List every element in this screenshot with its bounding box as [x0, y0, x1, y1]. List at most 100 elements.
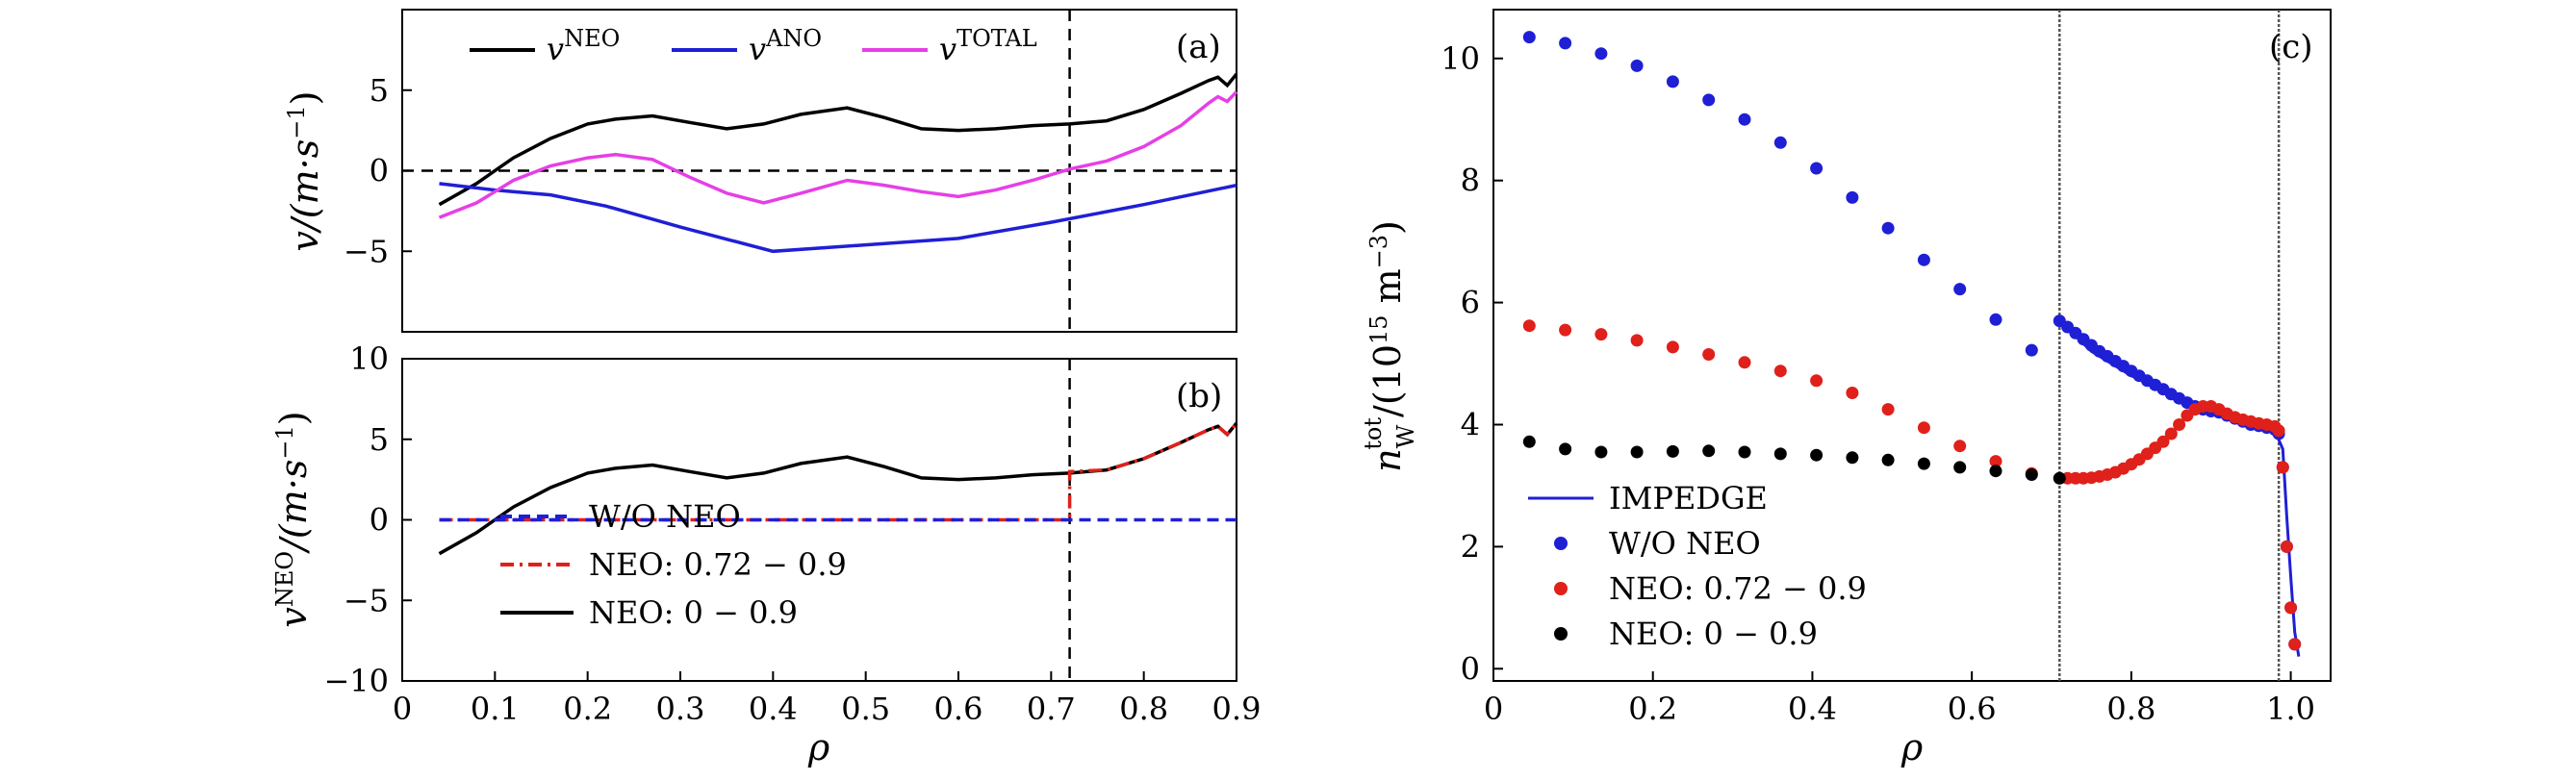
panel-a-ytick-label: 5 [370, 72, 389, 109]
panel-a-ytick-label: −5 [344, 233, 389, 269]
panel-a-ytick-label: 0 [370, 153, 389, 189]
legend-item-c-wo-neo: W/O NEO [1609, 525, 1761, 562]
panel-c-xtick-label: 0.2 [1628, 691, 1677, 727]
point-wo-neo [1702, 93, 1716, 107]
panel-c-frame [1492, 9, 2332, 682]
panel-b-xtick-label: 0.8 [1119, 691, 1168, 727]
panel-c-series [1522, 31, 2302, 657]
legend-item-v-total: vTOTAL [939, 25, 1037, 67]
panel-c-ytick-label: 0 [1461, 650, 1480, 687]
panel-b-xtick-label: 0.3 [656, 691, 705, 727]
point-neo-072-09 [1773, 365, 1787, 378]
panel-b-xtick-label: 0.6 [934, 691, 983, 727]
point-neo-0-09 [1594, 445, 1608, 459]
point-neo-072-09 [1953, 440, 1967, 453]
series-v-ano [439, 182, 1237, 254]
panel-b-x-ticks: 0 0.1 0.2 0.3 0.4 0.5 0.6 0.7 0.8 0.9 [393, 671, 1262, 727]
panel-a-label: (a) [1176, 28, 1221, 66]
legend-item-c-neo-0-09: NEO: 0 − 0.9 [1609, 616, 1818, 652]
point-wo-neo [1917, 253, 1930, 266]
panel-b-ytick-label: 5 [370, 421, 389, 458]
point-wo-neo [1846, 190, 1859, 204]
point-wo-neo [1989, 313, 2002, 326]
point-neo-0-09 [1738, 445, 1751, 459]
panel-b-xtick-label: 0.7 [1027, 691, 1076, 727]
legend-item-v-neo: vNEO [547, 25, 620, 67]
point-wo-neo [1666, 75, 1679, 88]
panel-a-legend: vNEO vANO vTOTAL [470, 25, 1037, 67]
point-wo-neo [1738, 113, 1751, 126]
panel-c-xtick-label: 0.4 [1788, 691, 1837, 727]
panel-c-boundary-lines [2058, 10, 2281, 681]
legend-item-impedge: IMPEDGE [1609, 480, 1768, 516]
panel-b-label: (b) [1176, 377, 1222, 415]
point-neo-072-09 [2280, 540, 2293, 553]
panel-b-legend: W/O NEO NEO: 0.72 − 0.9 NEO: 0 − 0.9 [500, 498, 847, 631]
point-neo-072-09 [1846, 387, 1859, 399]
point-neo-0-09 [1630, 445, 1644, 459]
point-wo-neo [2025, 343, 2038, 357]
point-neo-0-09 [1810, 448, 1824, 462]
point-wo-neo [1522, 31, 1536, 44]
point-neo-072-09 [1702, 348, 1716, 361]
point-neo-072-09 [2272, 424, 2285, 438]
point-neo-0-09 [1989, 465, 2002, 478]
point-neo-072-09 [2156, 435, 2170, 448]
point-wo-neo [1953, 283, 1967, 296]
panel-c-ytick-label: 6 [1461, 285, 1480, 321]
point-neo-0-09 [1773, 447, 1787, 461]
point-neo-072-09 [1738, 356, 1751, 369]
panel-c-y-ticks: 0 2 4 6 8 10 [1441, 40, 1503, 687]
panel-b-xtick-label: 0.5 [841, 691, 890, 727]
panel-b-xtick-label: 0.4 [749, 691, 798, 727]
point-neo-072-09 [1989, 455, 2002, 468]
panel-c-ytick-label: 10 [1441, 40, 1480, 77]
point-wo-neo [1594, 47, 1608, 61]
point-neo-0-09 [1881, 453, 1895, 466]
panel-b-y-ticks: −10 −5 0 5 10 [323, 340, 412, 699]
point-neo-072-09 [1594, 328, 1608, 341]
point-neo-072-09 [2173, 418, 2186, 431]
point-neo-0-09 [2053, 471, 2066, 485]
point-neo-072-09 [2164, 427, 2178, 440]
panel-c-label: (c) [2269, 28, 2313, 66]
legend-item-neo-0-09: NEO: 0 − 0.9 [589, 594, 798, 631]
panel-b-xtick-label: 0.9 [1212, 691, 1262, 727]
series-v-neo [438, 72, 1238, 207]
point-wo-neo [1559, 37, 1572, 50]
panel-b-xtick-label: 0.2 [563, 691, 612, 727]
point-neo-0-09 [1917, 457, 1930, 470]
panel-b: −10 −5 0 5 10 0 0.1 0.2 0.3 0.4 0.5 0.6 0.7 0.8 0.9 v… [271, 340, 1261, 768]
point-neo-072-09 [2276, 461, 2289, 474]
panel-b-y-axis-label: vNEO/(m·s−1) [271, 411, 315, 627]
point-neo-072-09 [1630, 334, 1644, 347]
legend-item-c-neo-072-09: NEO: 0.72 − 0.9 [1609, 570, 1867, 607]
panel-c-xtick-label: 0.8 [2106, 691, 2155, 727]
panel-c-ytick-label: 2 [1461, 528, 1480, 565]
point-neo-072-09 [1810, 374, 1824, 388]
point-neo-072-09 [1666, 340, 1679, 354]
point-neo-0-09 [1522, 435, 1536, 448]
point-wo-neo [1773, 136, 1787, 149]
panel-a-series [438, 72, 1238, 254]
panel-c-legend: IMPEDGE W/O NEO NEO: 0.72 − 0.9 NEO: 0 −… [1528, 480, 1867, 652]
panel-c-y-axis-label: nWtot/(1015 m−3) [1360, 220, 1419, 472]
panel-a: −5 0 5 v/(m·s−1) vNEO vANO vTOTAL (a) [283, 9, 1238, 333]
series-neo-0-09 [1522, 435, 2066, 485]
point-neo-0-09 [1846, 451, 1859, 465]
point-neo-0-09 [1666, 444, 1679, 458]
point-neo-0-09 [1702, 444, 1716, 458]
point-neo-072-09 [2284, 601, 2298, 615]
panel-a-y-axis-label: v/(m·s−1) [283, 91, 326, 252]
panel-b-xtick-label: 0 [393, 691, 412, 727]
panel-c-ytick-label: 4 [1461, 406, 1480, 442]
point-wo-neo [1881, 221, 1895, 235]
series-v-total [438, 90, 1238, 219]
panel-c-xtick-label: 1.0 [2266, 691, 2315, 727]
panel-b-x-axis-label: ρ [807, 726, 830, 768]
panel-b-ytick-label: −5 [344, 582, 389, 618]
panel-b-xtick-label: 0.1 [471, 691, 520, 727]
series-neo-072-09 [439, 421, 1238, 522]
point-neo-072-09 [1559, 323, 1572, 337]
panel-b-ytick-label: 10 [349, 340, 389, 377]
